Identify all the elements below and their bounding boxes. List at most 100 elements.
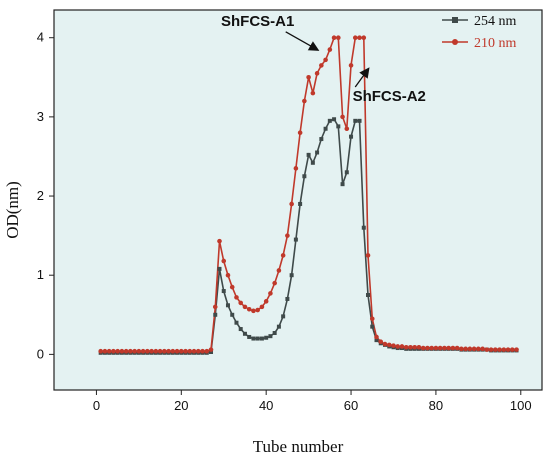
data-point xyxy=(293,237,298,242)
data-point xyxy=(251,336,256,341)
data-point xyxy=(336,124,341,129)
data-point xyxy=(327,47,333,52)
data-point xyxy=(234,320,239,325)
data-point xyxy=(403,344,409,350)
data-point xyxy=(140,348,146,354)
data-point xyxy=(310,160,315,165)
data-point xyxy=(306,152,311,157)
annotation-label-2: ShFCS-A2 xyxy=(353,88,426,105)
data-point xyxy=(98,348,103,354)
data-point xyxy=(259,304,265,310)
data-point xyxy=(268,291,273,296)
data-point xyxy=(217,238,222,244)
data-point xyxy=(302,174,307,179)
data-point xyxy=(467,346,473,352)
x-tick-label: 40 xyxy=(259,398,273,413)
data-point xyxy=(162,348,167,354)
data-point xyxy=(395,344,401,349)
data-point xyxy=(145,348,150,354)
data-point xyxy=(128,348,133,354)
data-point xyxy=(115,348,120,354)
data-point xyxy=(166,348,171,354)
data-point xyxy=(251,308,256,314)
x-tick-label: 100 xyxy=(510,398,532,413)
data-point xyxy=(442,345,447,351)
data-point xyxy=(217,266,222,271)
data-point xyxy=(352,35,358,41)
y-tick-label: 3 xyxy=(37,109,44,124)
data-point xyxy=(463,346,468,352)
data-point xyxy=(246,306,252,312)
data-point xyxy=(357,35,362,41)
data-point xyxy=(412,344,417,350)
data-point xyxy=(255,307,260,313)
data-point xyxy=(272,280,277,286)
x-tick-label: 60 xyxy=(344,398,358,413)
data-point xyxy=(111,348,116,354)
data-point xyxy=(514,347,519,352)
x-tick-label: 20 xyxy=(174,398,188,413)
data-point xyxy=(331,35,337,41)
plot-background xyxy=(53,9,543,391)
data-point xyxy=(306,74,311,80)
series-markers xyxy=(98,35,519,355)
data-point xyxy=(179,348,184,354)
data-point xyxy=(332,117,337,122)
data-point xyxy=(212,304,218,310)
data-point xyxy=(315,150,320,155)
data-point xyxy=(102,348,108,354)
x-tick-label: 0 xyxy=(93,398,100,413)
data-point xyxy=(493,347,498,352)
data-point xyxy=(264,335,269,340)
data-point xyxy=(170,348,176,354)
data-point xyxy=(446,345,451,351)
data-point xyxy=(429,345,434,351)
data-point xyxy=(353,118,358,123)
data-point xyxy=(119,348,125,354)
data-point xyxy=(319,63,324,68)
data-point xyxy=(459,346,464,352)
data-point xyxy=(425,345,430,351)
data-point xyxy=(348,63,354,68)
data-point xyxy=(302,98,307,104)
data-point xyxy=(204,348,210,354)
annotations: ShFCS-A1 ShFCS-A2 xyxy=(221,13,426,105)
annotation-label-1: ShFCS-A1 xyxy=(221,13,294,30)
data-point xyxy=(454,345,460,351)
data-point xyxy=(136,348,142,354)
data-point xyxy=(314,71,320,76)
data-point xyxy=(289,273,294,278)
data-point xyxy=(298,201,303,206)
data-point xyxy=(382,341,388,347)
data-point xyxy=(230,312,235,317)
data-point xyxy=(234,295,239,300)
legend-label: 254 nm xyxy=(474,14,517,29)
annotation-arrow-2 xyxy=(354,67,370,88)
data-point xyxy=(361,225,366,230)
data-point xyxy=(255,336,260,341)
data-point xyxy=(344,170,349,175)
data-point xyxy=(289,201,294,207)
data-point xyxy=(480,346,485,352)
data-point xyxy=(399,344,405,349)
data-point xyxy=(310,90,316,96)
legend: 254 nm 210 nm xyxy=(442,14,517,51)
data-point xyxy=(132,348,137,354)
data-point xyxy=(280,253,286,258)
data-point xyxy=(366,293,371,297)
data-point xyxy=(123,348,129,354)
data-point xyxy=(268,334,273,339)
y-tick-label: 1 xyxy=(37,267,44,282)
data-point xyxy=(221,289,226,294)
data-point xyxy=(497,347,502,352)
y-tick-label: 2 xyxy=(37,188,44,203)
annotation-arrow-1 xyxy=(285,31,320,51)
data-point xyxy=(229,284,235,290)
data-point xyxy=(484,347,490,352)
data-point xyxy=(323,57,328,63)
axis-ticks: 0 20 40 60 80 100 0 1 2 3 4 xyxy=(37,30,532,413)
data-point xyxy=(191,348,197,354)
data-point xyxy=(378,339,384,345)
legend-marker xyxy=(452,17,458,23)
